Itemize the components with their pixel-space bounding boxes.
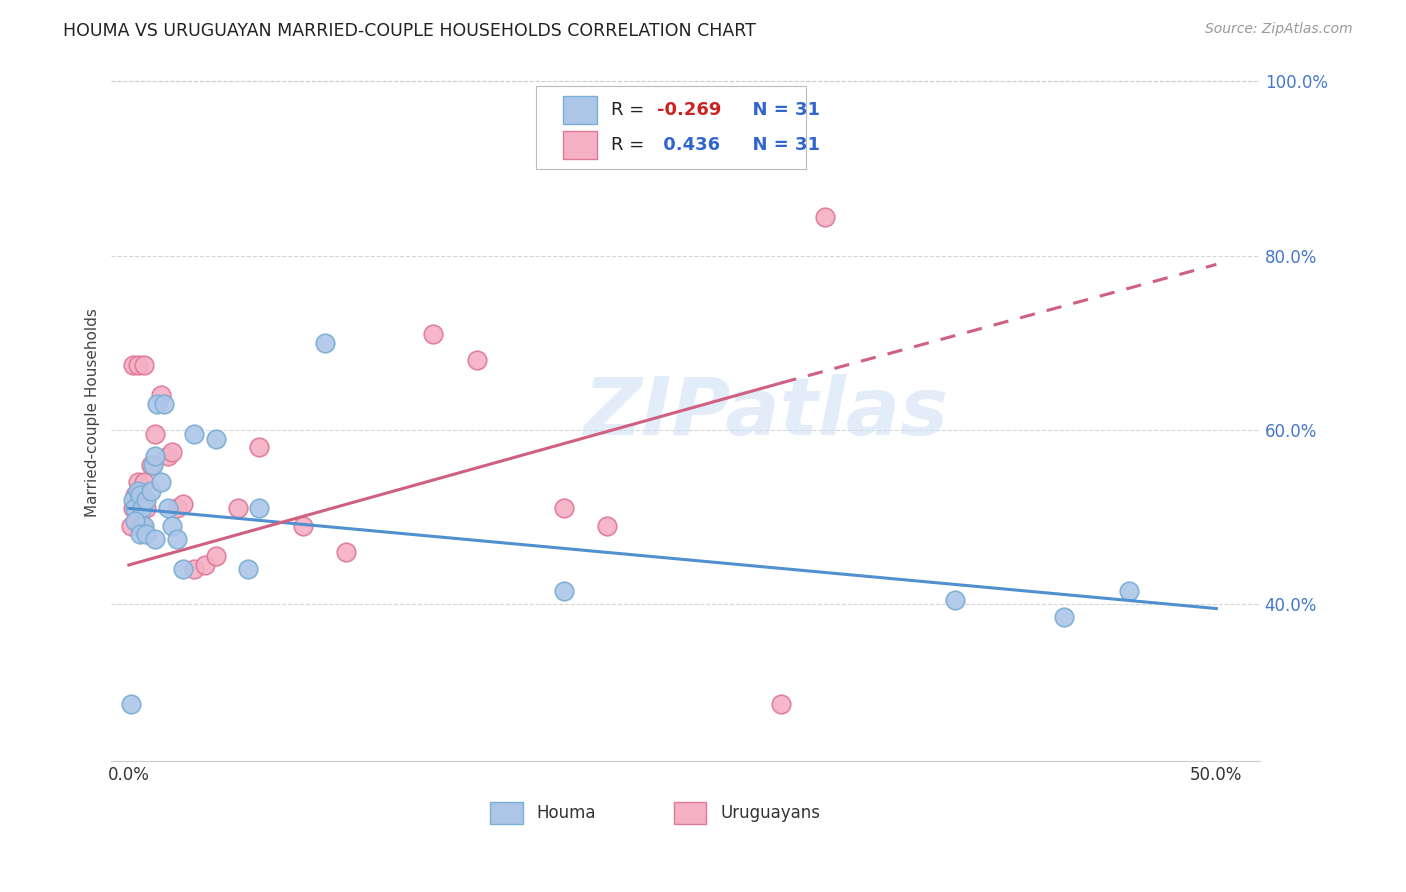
Text: R =: R = [612, 101, 650, 120]
Text: N = 31: N = 31 [740, 136, 820, 153]
Point [156, 449, 179, 463]
Text: -0.269: -0.269 [657, 101, 721, 120]
Text: R =: R = [612, 136, 650, 153]
Point [124, 501, 146, 516]
Point [943, 592, 966, 607]
Point [172, 562, 194, 576]
Text: Houma: Houma [536, 805, 596, 822]
Point [122, 492, 145, 507]
Point [814, 210, 837, 224]
Point [596, 518, 619, 533]
Point [135, 527, 157, 541]
Point [204, 432, 226, 446]
Point [152, 397, 174, 411]
Point [127, 358, 149, 372]
Point [122, 358, 145, 372]
Point [335, 545, 357, 559]
Point [465, 353, 488, 368]
Point [226, 501, 249, 516]
Point [135, 501, 157, 516]
FancyBboxPatch shape [673, 802, 706, 824]
Point [422, 327, 444, 342]
Text: N = 31: N = 31 [740, 101, 820, 120]
Point [162, 518, 184, 533]
Point [770, 698, 793, 712]
Point [162, 444, 184, 458]
FancyBboxPatch shape [562, 131, 598, 159]
Point [124, 488, 146, 502]
Point [553, 501, 575, 516]
Point [247, 441, 270, 455]
Point [142, 458, 165, 472]
Point [131, 501, 153, 516]
Point [156, 501, 179, 516]
Point [131, 518, 153, 533]
Point [139, 458, 162, 472]
Point [139, 483, 162, 498]
Point [247, 501, 270, 516]
Point [120, 518, 142, 533]
Point [194, 558, 217, 572]
Point [128, 488, 150, 502]
Text: 0.436: 0.436 [657, 136, 720, 153]
Point [291, 518, 314, 533]
Text: Source: ZipAtlas.com: Source: ZipAtlas.com [1205, 22, 1353, 37]
Point [146, 397, 169, 411]
Text: ZIPatlas: ZIPatlas [583, 374, 949, 451]
Point [120, 698, 142, 712]
Point [124, 515, 146, 529]
FancyBboxPatch shape [536, 87, 806, 169]
Point [166, 501, 188, 516]
Y-axis label: Married-couple Households: Married-couple Households [86, 308, 100, 517]
Point [132, 518, 155, 533]
Point [183, 562, 205, 576]
Point [238, 562, 260, 576]
Point [127, 483, 149, 498]
Point [553, 584, 575, 599]
Point [132, 358, 155, 372]
Point [172, 497, 194, 511]
Point [135, 492, 157, 507]
Point [166, 532, 188, 546]
FancyBboxPatch shape [491, 802, 523, 824]
Point [314, 335, 336, 350]
Point [128, 518, 150, 533]
Point [204, 549, 226, 564]
Point [1118, 584, 1140, 599]
Point [143, 427, 166, 442]
Point [122, 501, 145, 516]
Point [143, 449, 166, 463]
Point [150, 475, 173, 490]
Text: Uruguayans: Uruguayans [720, 805, 820, 822]
Point [132, 475, 155, 490]
Text: HOUMA VS URUGUAYAN MARRIED-COUPLE HOUSEHOLDS CORRELATION CHART: HOUMA VS URUGUAYAN MARRIED-COUPLE HOUSEH… [63, 22, 756, 40]
Point [128, 527, 150, 541]
Point [1053, 610, 1076, 624]
Point [183, 427, 205, 442]
Point [127, 475, 149, 490]
Point [143, 532, 166, 546]
Point [150, 388, 173, 402]
FancyBboxPatch shape [562, 96, 598, 124]
